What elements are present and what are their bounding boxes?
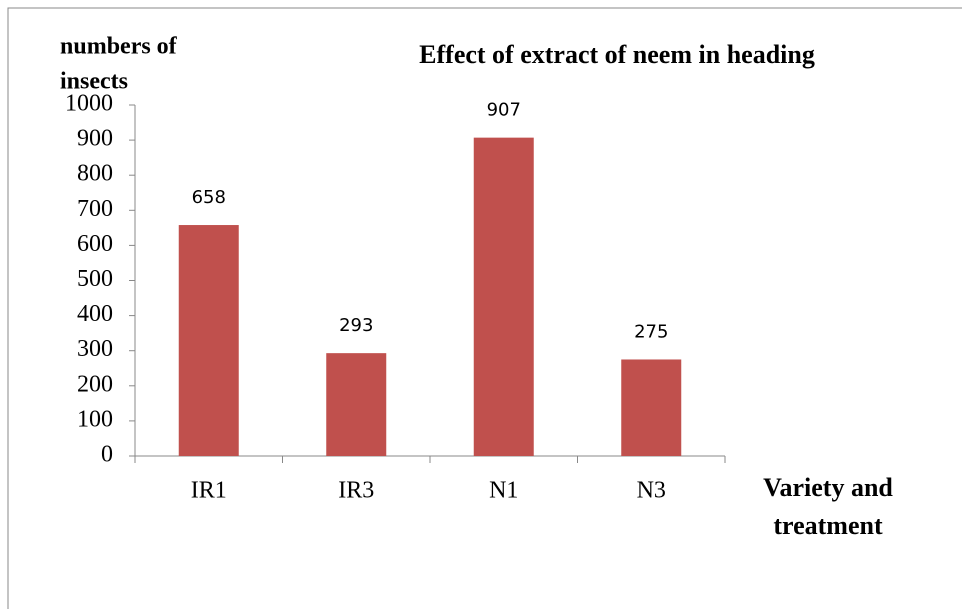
y-axis-label: numbers of [60,34,178,60]
data-label: 275 [634,321,668,342]
bar [621,359,682,456]
bar [473,137,534,456]
y-tick-label: 100 [77,406,113,432]
y-axis-label: insects [60,69,128,95]
x-axis-label: treatment [773,511,883,540]
data-label: 658 [192,187,226,208]
y-tick-label: 700 [77,196,113,222]
bar [178,225,239,456]
y-tick-label: 0 [101,442,113,468]
bar [326,353,387,456]
y-tick-label: 1000 [65,91,113,117]
data-label: 907 [487,100,521,121]
x-tick-label: N3 [637,478,666,504]
y-tick-label: 200 [77,371,113,397]
x-tick-label: N1 [489,478,518,504]
y-tick-label: 600 [77,231,113,257]
y-tick-label: 400 [77,301,113,327]
x-tick-label: IR1 [191,478,227,504]
x-axis-label: Variety and [763,473,893,502]
y-tick-label: 900 [77,126,113,152]
x-tick-label: IR3 [338,478,374,504]
y-tick-label: 300 [77,336,113,362]
y-tick-label: 500 [77,266,113,292]
y-tick-label: 800 [77,161,113,187]
chart-title: Effect of extract of neem in heading [419,40,815,69]
frame [7,7,962,609]
data-label: 293 [339,315,373,336]
